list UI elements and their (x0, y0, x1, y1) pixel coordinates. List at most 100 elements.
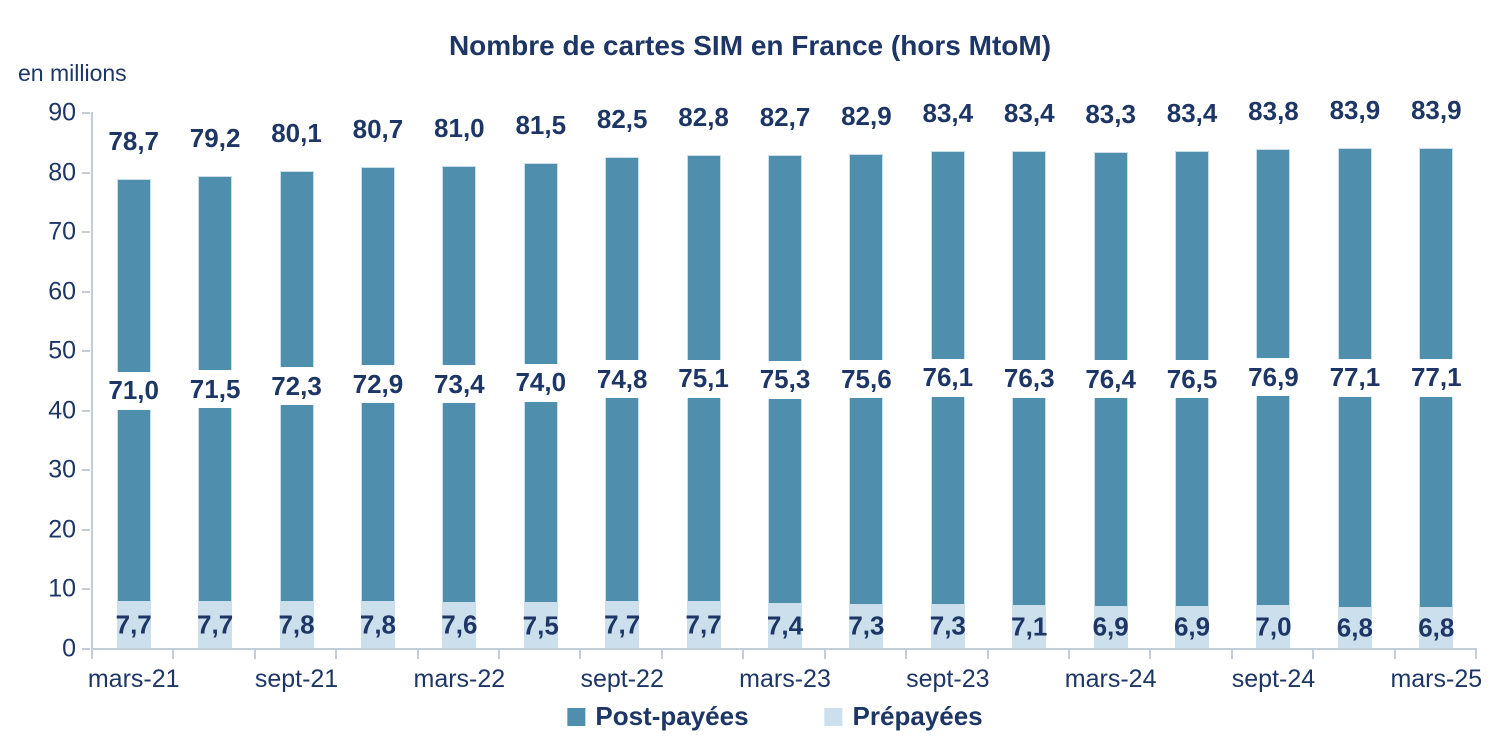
postpaid-value-label: 76,9 (1241, 358, 1306, 397)
total-value-label: 80,1 (271, 117, 322, 148)
x-tick (742, 650, 745, 659)
total-value-label: 83,9 (1410, 95, 1462, 126)
total-value-label: 82,7 (759, 102, 811, 133)
postpaid-value-label: 75,3 (753, 360, 817, 399)
total-value-label: 81,0 (434, 112, 485, 143)
postpaid-value-label: 77,1 (1404, 358, 1469, 397)
bar-segment-prepayees (198, 602, 233, 648)
x-tick (91, 650, 93, 659)
x-tick (1149, 650, 1152, 659)
x-tick (172, 650, 175, 659)
x-axis-label: mars-21 (87, 665, 180, 693)
legend: Post-payées Prépayées (567, 701, 983, 732)
bar-segment-prepayees (768, 603, 802, 648)
x-tick (1230, 650, 1233, 659)
total-value-label: 78,7 (108, 126, 160, 157)
bar-segment-prepayees (605, 602, 640, 648)
legend-label: Post-payées (595, 701, 749, 731)
bar-segment-prepayees (279, 601, 314, 648)
bar-segment-prepayees (849, 604, 884, 648)
y-tick (82, 112, 90, 114)
postpaid-value-label: 75,6 (834, 360, 899, 399)
x-tick (1475, 650, 1477, 659)
y-tick (82, 409, 90, 412)
x-axis-label: mars-23 (739, 665, 831, 693)
y-axis-unit-label: en millions (18, 60, 127, 86)
postpaid-value-label: 76,5 (1160, 360, 1225, 399)
legend-item: Post-payées (567, 701, 749, 732)
bar-segment-prepayees (523, 603, 558, 648)
x-axis-label: sept-22 (580, 665, 664, 693)
prepaid-value-label: 7,1 (1011, 611, 1048, 642)
x-axis-label: sept-21 (254, 665, 339, 693)
x-axis-label: mars-22 (413, 665, 506, 693)
bar-segment-prepayees (1012, 605, 1047, 648)
bar-segment-prepayees (686, 602, 721, 648)
postpaid-value-label: 73,4 (427, 365, 492, 404)
y-axis-label: 50 (48, 336, 76, 365)
prepaid-value-label: 6,9 (1092, 611, 1129, 642)
bar-segment-prepayees (1256, 606, 1291, 648)
prepaid-value-label: 6,8 (1336, 612, 1373, 643)
x-axis-label: mars-24 (1064, 665, 1157, 693)
bar-segment-prepayees (1337, 607, 1372, 648)
y-axis-label: 0 (62, 634, 76, 663)
x-tick (1067, 650, 1070, 659)
y-axis-label: 30 (48, 455, 76, 484)
total-value-label: 83,4 (1166, 98, 1218, 129)
bar-segment-prepayees (1175, 606, 1210, 648)
y-tick (82, 231, 90, 234)
x-axis-line (91, 648, 1477, 650)
x-tick (660, 650, 663, 659)
x-axis-label: sept-24 (1231, 665, 1316, 693)
prepaid-value-label: 7,3 (929, 610, 966, 641)
x-tick (498, 650, 501, 659)
bar-segment-prepayees (1093, 606, 1128, 648)
postpaid-value-label: 76,3 (997, 359, 1062, 398)
bar-segment-prepayees (442, 602, 477, 648)
total-value-label: 83,4 (922, 98, 974, 129)
y-axis-label: 70 (48, 217, 76, 246)
legend-swatch-icon (824, 707, 843, 726)
bar-segment-prepayees (930, 604, 965, 648)
total-value-label: 81,5 (515, 109, 567, 140)
y-axis-label: 80 (48, 158, 76, 187)
postpaid-value-label: 71,5 (183, 370, 248, 409)
legend-swatch-icon (567, 707, 586, 726)
y-axis-label: 60 (48, 277, 76, 306)
total-value-label: 83,8 (1248, 95, 1299, 126)
bar-segment-prepayees (116, 602, 151, 648)
y-axis-line (91, 112, 93, 648)
prepaid-value-label: 7,0 (1255, 611, 1292, 642)
y-tick (82, 171, 90, 174)
prepaid-value-label: 7,6 (441, 609, 478, 640)
postpaid-value-label: 76,4 (1078, 360, 1143, 399)
prepaid-value-label: 7,8 (359, 609, 397, 640)
total-value-label: 82,8 (678, 101, 729, 132)
postpaid-value-label: 75,1 (671, 359, 736, 398)
legend-label: Prépayées (852, 701, 983, 731)
y-axis-label: 90 (48, 98, 76, 127)
total-value-label: 83,9 (1329, 95, 1381, 126)
bar-segment-prepayees (360, 601, 395, 648)
y-tick (82, 290, 90, 293)
prepaid-value-label: 7,3 (848, 610, 885, 641)
postpaid-value-label: 72,9 (345, 365, 410, 404)
prepaid-value-label: 7,8 (278, 609, 315, 640)
x-tick (823, 650, 826, 659)
total-value-label: 79,2 (189, 123, 241, 154)
x-tick (335, 650, 338, 659)
bar-segment-prepayees (1419, 607, 1454, 648)
chart-title: Nombre de cartes SIM en France (hors Mto… (448, 30, 1052, 61)
total-value-label: 83,3 (1085, 98, 1136, 129)
y-tick (82, 588, 90, 591)
y-axis-label: 10 (48, 574, 76, 603)
y-tick (82, 469, 90, 472)
y-tick (82, 350, 90, 353)
total-value-label: 83,4 (1003, 98, 1055, 129)
postpaid-value-label: 72,3 (264, 367, 329, 406)
prepaid-value-label: 7,5 (522, 610, 559, 641)
postpaid-value-label: 71,0 (101, 371, 166, 410)
total-value-label: 82,5 (596, 103, 648, 134)
